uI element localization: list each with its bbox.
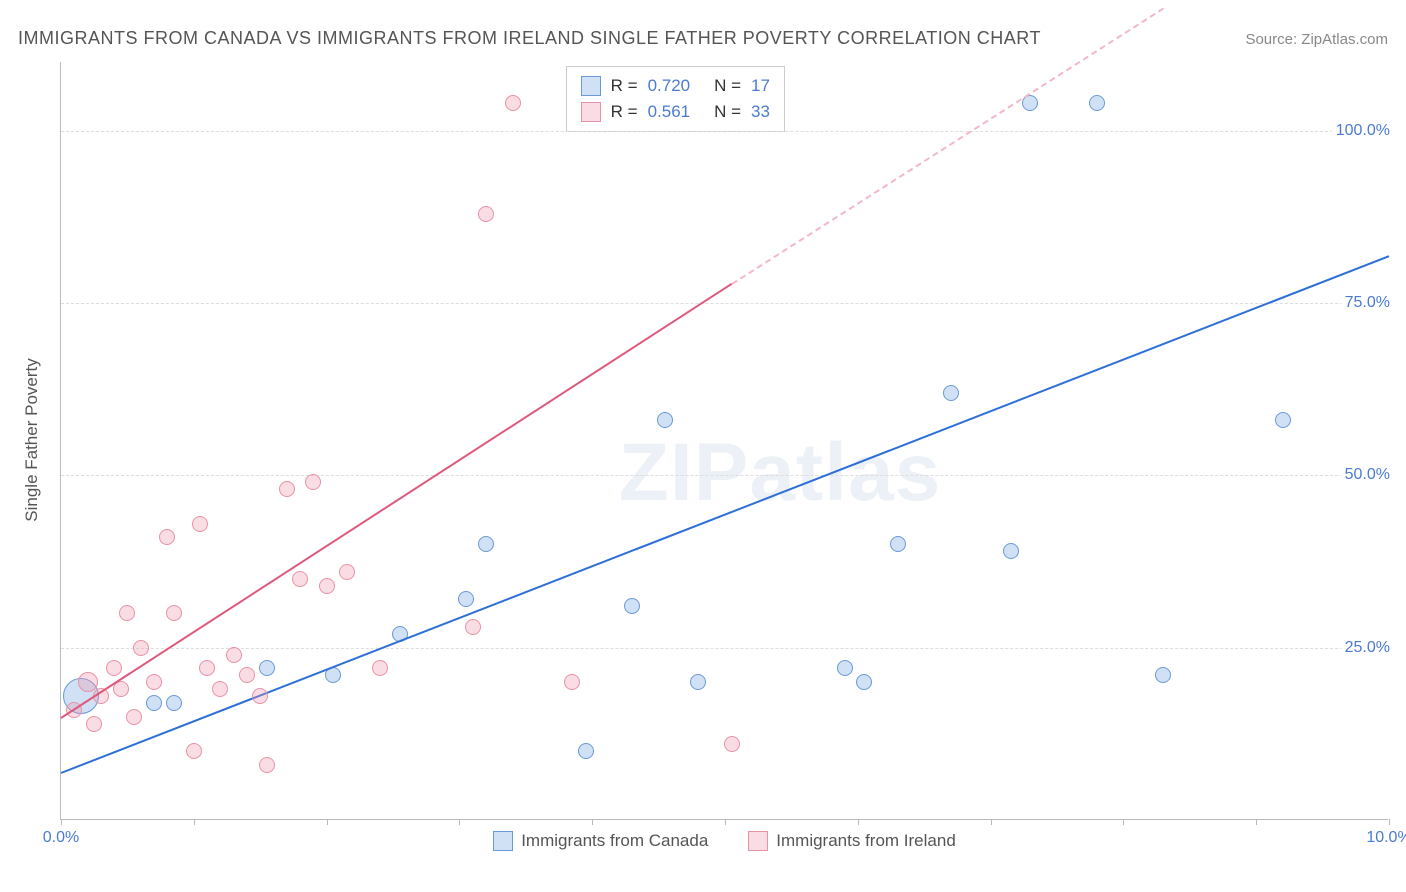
data-point [943,385,959,401]
legend-swatch [748,831,768,851]
r-value: 0.561 [648,99,691,125]
data-point [1275,412,1291,428]
data-point [159,529,175,545]
data-point [478,536,494,552]
r-label: R = [611,73,638,99]
x-tick-mark [61,819,62,825]
x-tick-label: 0.0% [43,829,79,847]
n-label: N = [714,99,741,125]
x-tick-mark [1389,819,1390,825]
legend-bottom: Immigrants from Canada Immigrants from Ir… [61,831,1388,851]
legend-label: Immigrants from Ireland [776,831,956,851]
data-point [890,536,906,552]
data-point [339,564,355,580]
n-value: 33 [751,99,770,125]
data-point [465,619,481,635]
x-tick-mark [991,819,992,825]
data-point [458,591,474,607]
data-point [1089,95,1105,111]
x-tick-mark [725,819,726,825]
data-point [690,674,706,690]
data-point [166,695,182,711]
data-point [126,709,142,725]
data-point [372,660,388,676]
chart-title: IMMIGRANTS FROM CANADA VS IMMIGRANTS FRO… [18,28,1041,49]
n-value: 17 [751,73,770,99]
data-point [837,660,853,676]
y-tick-label: 25.0% [1341,639,1394,657]
gridline-h [61,131,1388,132]
data-point [119,605,135,621]
data-point [657,412,673,428]
data-point [624,598,640,614]
data-point [1155,667,1171,683]
watermark: ZIPatlas [619,426,941,520]
x-tick-label: 10.0% [1366,829,1406,847]
data-point [86,716,102,732]
data-point [106,660,122,676]
x-tick-mark [1123,819,1124,825]
x-tick-mark [459,819,460,825]
data-point [319,578,335,594]
gridline-h [61,303,1388,304]
x-tick-mark [858,819,859,825]
legend-swatch [581,102,601,122]
r-value: 0.720 [648,73,691,99]
x-tick-mark [592,819,593,825]
data-point [578,743,594,759]
data-point [212,681,228,697]
x-tick-mark [1256,819,1257,825]
x-tick-mark [194,819,195,825]
data-point [186,743,202,759]
legend-item: Immigrants from Ireland [748,831,956,851]
data-point [239,667,255,683]
legend-item: Immigrants from Canada [493,831,708,851]
y-tick-label: 100.0% [1332,122,1394,140]
data-point [259,757,275,773]
data-point [166,605,182,621]
gridline-h [61,648,1388,649]
legend-stat-row: R = 0.720 N = 17 [581,73,770,99]
legend-stats: R = 0.720 N = 17 R = 0.561 N = 33 [566,66,785,132]
data-point [133,640,149,656]
y-tick-label: 50.0% [1341,466,1394,484]
n-label: N = [714,73,741,99]
trend-line [60,283,732,719]
x-tick-mark [327,819,328,825]
data-point [199,660,215,676]
data-point [192,516,208,532]
data-point [478,206,494,222]
data-point [226,647,242,663]
scatter-plot: ZIPatlas R =0.720N =17R =0.561N =33 Immi… [60,62,1388,820]
data-point [856,674,872,690]
gridline-h [61,475,1388,476]
legend-stat-row: R = 0.561 N = 33 [581,99,770,125]
legend-swatch [581,76,601,96]
data-point [146,674,162,690]
data-point [505,95,521,111]
legend-swatch [493,831,513,851]
data-point [279,481,295,497]
data-point [252,688,268,704]
data-point [724,736,740,752]
data-point [146,695,162,711]
data-point [564,674,580,690]
source-label: Source: ZipAtlas.com [1245,31,1388,48]
data-point [1003,543,1019,559]
r-label: R = [611,99,638,125]
data-point [292,571,308,587]
data-point [305,474,321,490]
y-tick-label: 75.0% [1341,294,1394,312]
data-point [259,660,275,676]
legend-label: Immigrants from Canada [521,831,708,851]
y-axis-label: Single Father Poverty [22,358,42,521]
